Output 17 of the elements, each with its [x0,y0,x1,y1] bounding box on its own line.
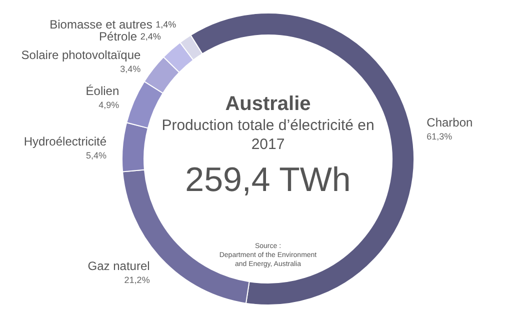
data-label: 1,4% [156,20,176,30]
slice-label: Éolien [86,84,120,98]
data-label: 3,4% [120,64,141,74]
slice-label: Biomasse et autres [50,18,156,32]
text: 259,4 TWh [184,160,352,201]
data-label: 4,9% [98,100,120,110]
data-label: 61,3% [426,131,452,142]
slice-label: Hydroélectricité [24,134,107,149]
slice-label: Charbon [426,115,473,130]
slice-label: Pétrole [99,30,140,44]
text: Production totale d’électricité en 2017 [160,116,376,154]
data-label: 5,4% [86,150,107,161]
data-label: 21,2% [124,274,150,285]
slice-label: Gaz naturel [88,258,150,273]
slice-label: Solaire photovoltaïque [21,48,142,62]
text: Australie [224,92,312,116]
data-label: 2,4% [140,32,161,42]
